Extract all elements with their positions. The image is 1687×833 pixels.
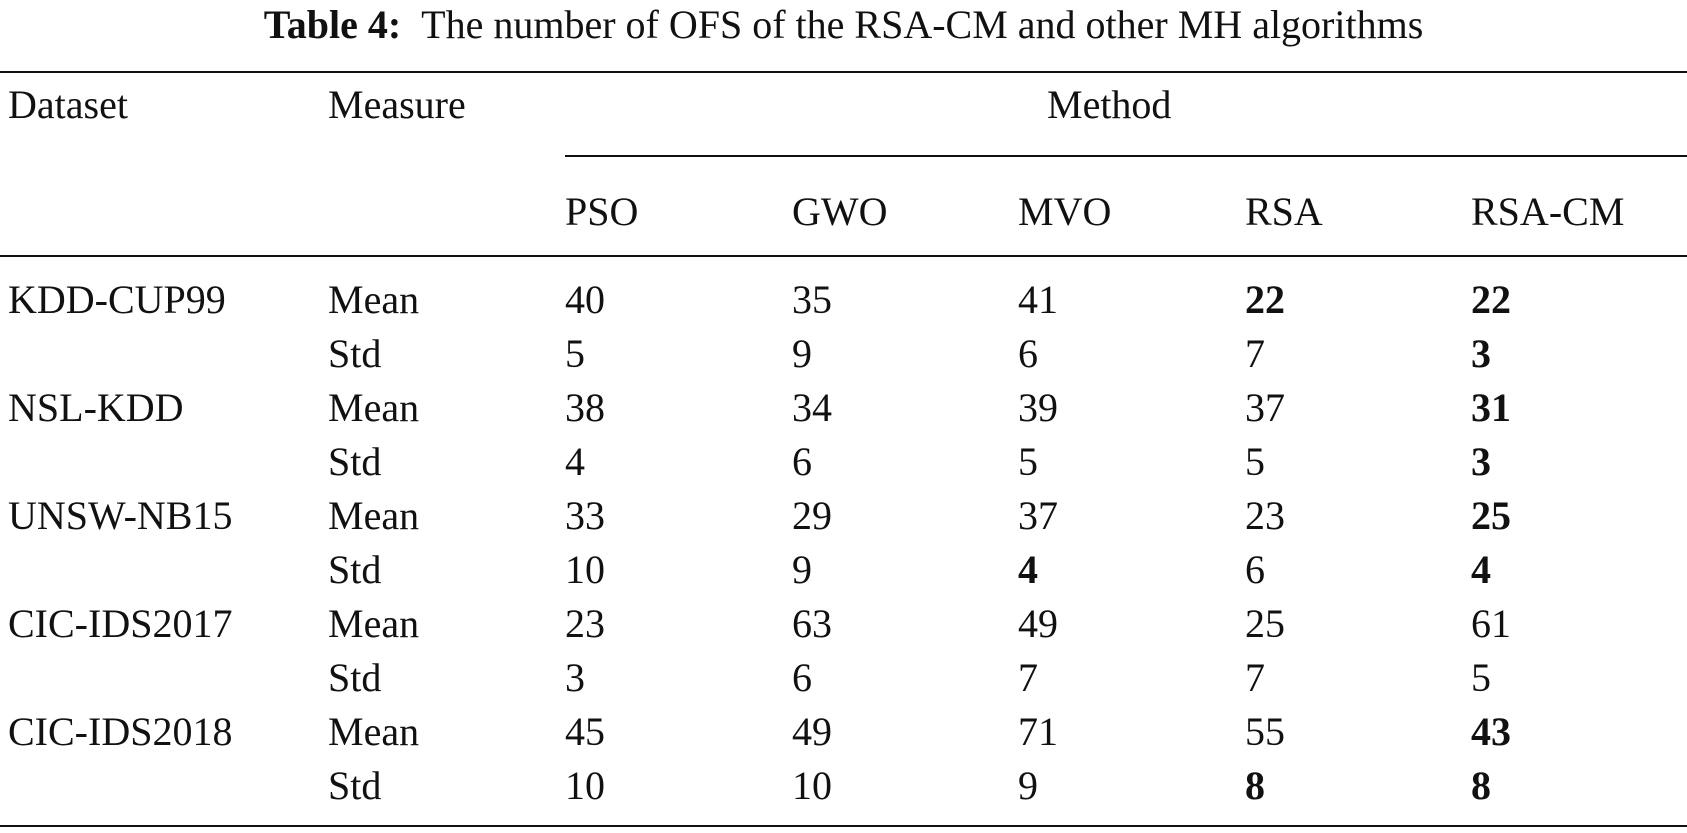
value-cell-rsa-cm: 22 — [1471, 277, 1511, 322]
value-cell-mvo: 4 — [1018, 547, 1038, 592]
measure-cell: Std — [328, 439, 382, 484]
value-cell-gwo: 6 — [792, 655, 812, 700]
value-cell-mvo: 6 — [1018, 331, 1038, 376]
header-bottom-rule — [0, 255, 1687, 257]
value-cell-rsa-cm: 25 — [1471, 493, 1511, 538]
value-cell-gwo: 49 — [792, 709, 832, 754]
value-cell-pso: 10 — [565, 763, 605, 808]
dataset-cell: KDD-CUP99 — [8, 277, 226, 322]
measure-cell: Std — [328, 763, 382, 808]
value-cell-rsa-cm: 8 — [1471, 763, 1491, 808]
value-cell-rsa-cm: 3 — [1471, 331, 1491, 376]
value-cell-pso: 33 — [565, 493, 605, 538]
value-cell-mvo: 71 — [1018, 709, 1058, 754]
value-cell-mvo: 9 — [1018, 763, 1038, 808]
value-cell-gwo: 9 — [792, 547, 812, 592]
header-method-pso: PSO — [565, 189, 639, 234]
header-dataset: Dataset — [8, 82, 128, 127]
value-cell-rsa-cm: 3 — [1471, 439, 1491, 484]
header-method-rsa-cm: RSA-CM — [1471, 189, 1625, 234]
value-cell-rsa: 8 — [1245, 763, 1265, 808]
value-cell-rsa: 22 — [1245, 277, 1285, 322]
value-cell-mvo: 37 — [1018, 493, 1058, 538]
value-cell-rsa: 23 — [1245, 493, 1285, 538]
value-cell-gwo: 35 — [792, 277, 832, 322]
measure-cell: Mean — [328, 277, 420, 322]
dataset-cell: NSL-KDD — [8, 385, 184, 430]
value-cell-rsa-cm: 43 — [1471, 709, 1511, 754]
measure-cell: Mean — [328, 385, 420, 430]
value-cell-rsa: 7 — [1245, 655, 1265, 700]
value-cell-gwo: 63 — [792, 601, 832, 646]
caption-label: Table 4: — [263, 2, 402, 47]
value-cell-rsa: 25 — [1245, 601, 1285, 646]
header-method-mvo: MVO — [1018, 189, 1112, 234]
caption-text: The number of OFS of the RSA-CM and othe… — [421, 2, 1424, 47]
dataset-cell: UNSW-NB15 — [8, 493, 233, 538]
value-cell-rsa: 55 — [1245, 709, 1285, 754]
value-cell-pso: 45 — [565, 709, 605, 754]
value-cell-mvo: 39 — [1018, 385, 1058, 430]
value-cell-pso: 3 — [565, 655, 585, 700]
value-cell-mvo: 49 — [1018, 601, 1058, 646]
top-rule — [0, 71, 1687, 73]
value-cell-rsa-cm: 4 — [1471, 547, 1491, 592]
measure-cell: Mean — [328, 709, 420, 754]
header-method: Method — [1047, 82, 1172, 127]
bottom-rule — [0, 825, 1687, 827]
value-cell-pso: 40 — [565, 277, 605, 322]
measure-cell: Std — [328, 331, 382, 376]
value-cell-pso: 5 — [565, 331, 585, 376]
value-cell-rsa: 5 — [1245, 439, 1265, 484]
value-cell-pso: 10 — [565, 547, 605, 592]
value-cell-pso: 4 — [565, 439, 585, 484]
value-cell-rsa-cm: 61 — [1471, 601, 1511, 646]
value-cell-mvo: 7 — [1018, 655, 1038, 700]
value-cell-gwo: 34 — [792, 385, 832, 430]
value-cell-gwo: 10 — [792, 763, 832, 808]
measure-cell: Mean — [328, 601, 420, 646]
dataset-cell: CIC-IDS2017 — [8, 601, 233, 646]
measure-cell: Mean — [328, 493, 420, 538]
value-cell-mvo: 41 — [1018, 277, 1058, 322]
value-cell-rsa: 7 — [1245, 331, 1265, 376]
table-caption: Table 4: The number of OFS of the RSA-CM… — [0, 0, 1687, 60]
value-cell-gwo: 6 — [792, 439, 812, 484]
measure-cell: Std — [328, 655, 382, 700]
value-cell-rsa-cm: 31 — [1471, 385, 1511, 430]
value-cell-mvo: 5 — [1018, 439, 1038, 484]
value-cell-pso: 23 — [565, 601, 605, 646]
dataset-cell: CIC-IDS2018 — [8, 709, 233, 754]
value-cell-rsa: 6 — [1245, 547, 1265, 592]
measure-cell: Std — [328, 547, 382, 592]
header-measure: Measure — [328, 82, 466, 127]
value-cell-rsa-cm: 5 — [1471, 655, 1491, 700]
value-cell-gwo: 29 — [792, 493, 832, 538]
header-method-gwo: GWO — [792, 189, 888, 234]
header-method-rsa: RSA — [1245, 189, 1323, 234]
method-group-rule — [565, 155, 1687, 157]
value-cell-gwo: 9 — [792, 331, 812, 376]
value-cell-pso: 38 — [565, 385, 605, 430]
value-cell-rsa: 37 — [1245, 385, 1285, 430]
